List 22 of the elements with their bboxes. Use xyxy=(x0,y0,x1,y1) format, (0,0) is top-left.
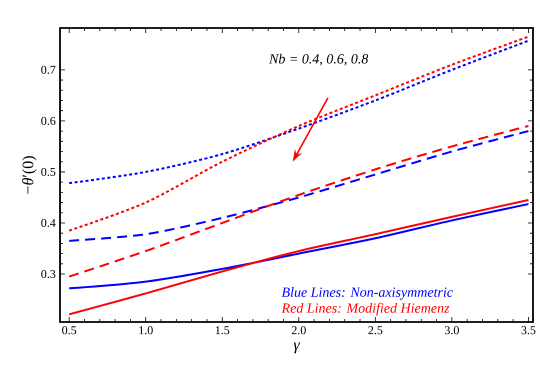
x-tick-label: 2.0 xyxy=(292,326,306,334)
annotation: Blue Lines: Non-axisymmetric xyxy=(282,287,453,300)
x-tick-label: 0.5 xyxy=(62,326,76,334)
annotation: Red Lines: Modified Hiemenz xyxy=(281,302,450,316)
y-tick-label: 0.5 xyxy=(41,168,56,176)
x-tick-label: 3.5 xyxy=(521,326,536,334)
x-tick-label: 1.0 xyxy=(139,326,153,334)
line-series xyxy=(68,36,530,232)
x-axis-title: γ xyxy=(294,342,300,354)
line-series xyxy=(68,199,530,316)
x-tick-label: 3.0 xyxy=(444,326,459,334)
line-series xyxy=(68,130,530,242)
line-series xyxy=(68,40,530,184)
y-tick-label: 0.7 xyxy=(41,66,56,74)
annotation: Nb = 0.4, 0.6, 0.8 xyxy=(268,54,368,66)
y-tick-label: 0.6 xyxy=(41,116,56,125)
y-tick-label: 0.3 xyxy=(41,270,56,278)
y-tick-label: 0.4 xyxy=(41,218,56,228)
x-tick-label: 1.5 xyxy=(216,326,230,334)
x-tick-label: 2.5 xyxy=(368,326,382,334)
y-axis-title: −θ′(0) xyxy=(22,156,37,194)
line-series xyxy=(68,124,530,278)
